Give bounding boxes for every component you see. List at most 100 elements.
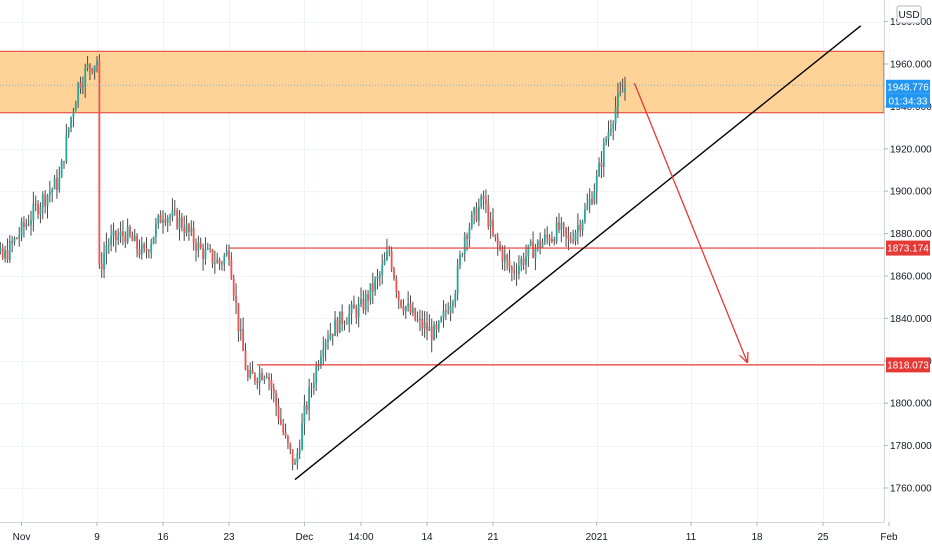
candle-body — [548, 237, 551, 242]
price-tags: 1948.776 01:34:33 1873.174 1818.073 — [886, 79, 930, 373]
candle-body — [341, 311, 344, 324]
candle-body — [197, 242, 200, 251]
candle-body — [435, 324, 438, 330]
candle-body — [91, 68, 94, 72]
candle-body — [584, 209, 586, 222]
candle-body — [20, 221, 23, 236]
candle-body — [279, 418, 282, 425]
candle-body — [456, 265, 459, 294]
candle-body — [612, 123, 615, 130]
candle-body — [56, 178, 58, 190]
supply-zone — [0, 50, 885, 114]
candle-body — [534, 247, 537, 259]
candle-body — [315, 365, 318, 383]
candle-body — [221, 263, 223, 265]
price-tick-label: 1880.000 — [890, 229, 932, 240]
time-tick-label: 21 — [487, 532, 499, 543]
candle-body — [343, 323, 346, 325]
candle-body — [173, 210, 176, 212]
candle-body — [602, 142, 605, 167]
candle-body — [37, 204, 39, 215]
candle-body — [143, 244, 146, 249]
candle-body — [586, 205, 589, 210]
price-tick-label: 1960.000 — [890, 60, 932, 71]
candle-body — [487, 204, 490, 227]
candle-body — [327, 339, 329, 342]
candle-body — [529, 241, 532, 245]
candle-body — [8, 240, 11, 260]
candle-body — [162, 219, 164, 223]
candle-body — [18, 235, 21, 239]
candle-body — [576, 224, 579, 233]
arrow-head — [739, 354, 749, 364]
candle-body — [268, 376, 270, 380]
candle-body — [572, 240, 575, 242]
candle-body — [367, 294, 369, 301]
candle-body — [251, 369, 254, 374]
trendline[interactable] — [294, 25, 862, 481]
candle-body — [334, 319, 336, 336]
candle-body — [263, 377, 266, 380]
candle-body — [322, 349, 325, 357]
time-tick-label: Dec — [296, 532, 314, 543]
candle-body — [350, 304, 353, 314]
candle-body — [419, 318, 421, 321]
candle-body — [437, 321, 440, 330]
candle-body — [459, 255, 461, 266]
supply-zone-rect[interactable] — [0, 50, 885, 114]
candle-body — [1, 247, 4, 259]
candle-body — [393, 268, 395, 279]
candle-body — [298, 449, 301, 454]
level-price-tag: 1873.174 — [887, 244, 929, 255]
candle-body — [282, 424, 285, 433]
candle-body — [433, 324, 435, 340]
time-axis[interactable]: Nov 9 16 23 Dec 14:00 14 21 2021 11 18 25 Feb — [13, 522, 898, 543]
candle-body — [541, 241, 544, 248]
candle-body — [155, 223, 157, 237]
currency-label: USD — [898, 10, 919, 21]
candle-body — [609, 129, 612, 132]
currency-button[interactable]: USD — [896, 5, 922, 24]
candle-body — [452, 302, 454, 306]
trendline-layer[interactable] — [294, 25, 862, 481]
price-tick-label: 1840.000 — [890, 314, 932, 325]
candle-body — [607, 131, 610, 139]
candle-body — [228, 250, 230, 261]
candle-body — [48, 192, 51, 195]
candle-body — [96, 60, 98, 66]
candle-body — [461, 254, 464, 256]
candle-body — [619, 91, 622, 94]
candle-body — [348, 313, 351, 324]
candle-body — [397, 291, 400, 301]
candle-body — [515, 273, 518, 275]
candle-body — [605, 138, 608, 143]
candle-body — [510, 267, 513, 271]
candle-body — [277, 405, 280, 419]
candle-body — [84, 67, 87, 87]
candle-body — [51, 189, 54, 193]
candle-body — [287, 436, 289, 444]
candle-body — [499, 244, 501, 250]
candle-body — [4, 250, 6, 259]
candle-body — [166, 218, 169, 223]
candle-body — [216, 259, 219, 264]
candle-body — [567, 235, 570, 239]
candle-body — [190, 227, 193, 232]
candle-body — [331, 333, 334, 336]
candle-body — [275, 393, 278, 406]
candle-body — [126, 226, 129, 243]
candle-body — [301, 423, 303, 450]
candle-body — [272, 388, 275, 394]
candle-body — [270, 379, 273, 389]
candle-body — [254, 373, 256, 381]
candle-body — [171, 210, 174, 217]
candle-body — [202, 248, 204, 259]
candle-body — [477, 206, 480, 221]
candle-body — [303, 404, 306, 424]
projection-arrow[interactable] — [633, 82, 749, 364]
candle-body — [178, 217, 181, 229]
candle-body — [230, 260, 233, 279]
candle-body — [265, 376, 268, 378]
candle-body — [65, 134, 68, 163]
